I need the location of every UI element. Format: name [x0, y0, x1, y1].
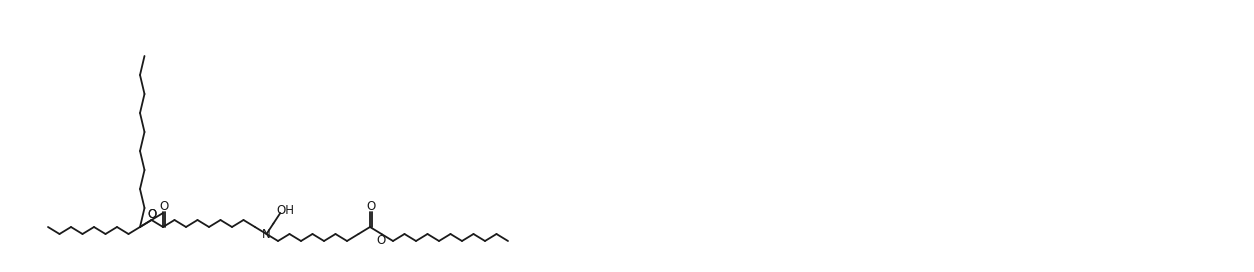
Text: O: O — [148, 208, 157, 221]
Text: OH: OH — [277, 203, 295, 217]
Text: N: N — [262, 227, 271, 240]
Text: O: O — [366, 200, 375, 213]
Text: O: O — [159, 200, 168, 213]
Text: O: O — [147, 208, 157, 221]
Text: O: O — [377, 233, 386, 246]
